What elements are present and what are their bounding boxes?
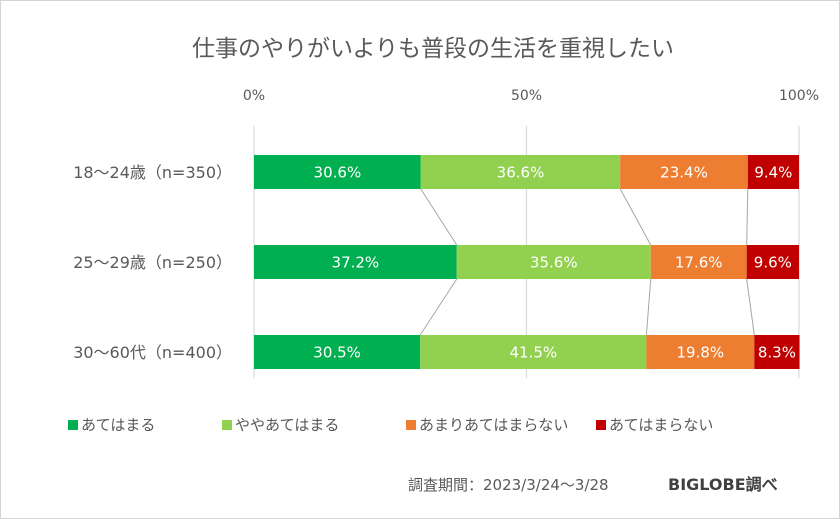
series-line xyxy=(419,278,458,336)
data-label: 37.2% xyxy=(332,254,380,272)
data-label: 19.8% xyxy=(677,344,725,362)
data-label: 9.6% xyxy=(754,254,792,272)
x-tick-label: 50% xyxy=(511,88,542,104)
x-tick-label: 0% xyxy=(243,88,265,104)
survey-period: 調査期間：2023/3/24〜3/28 xyxy=(408,476,609,494)
data-label: 17.6% xyxy=(675,254,723,272)
legend-swatch xyxy=(596,420,606,430)
legend-label: ややあてはまる xyxy=(235,416,339,434)
bar-segment xyxy=(254,155,421,189)
series-line xyxy=(420,188,458,246)
bar-segment xyxy=(420,335,647,369)
bar-segment xyxy=(456,245,651,279)
legend-swatch xyxy=(222,420,232,430)
category-labels: 18〜24歳（n=350） 25〜29歳（n=250） 30〜60代（n=400） xyxy=(73,163,232,362)
data-label: 41.5% xyxy=(509,344,557,362)
legend-label: あてはまる xyxy=(81,416,155,434)
data-label: 9.4% xyxy=(754,164,792,182)
bar-segment xyxy=(254,335,421,369)
bar-segment xyxy=(254,245,457,279)
bar-segment xyxy=(646,335,755,369)
bar-segment xyxy=(754,335,800,369)
category-label: 30〜60代（n=400） xyxy=(73,343,232,362)
series-line xyxy=(746,188,749,246)
data-label: 30.6% xyxy=(314,164,362,182)
data-label: 35.6% xyxy=(530,254,578,272)
series-lines xyxy=(419,188,755,336)
legend-label: あまりあてはまらない xyxy=(419,416,568,434)
chart-title: 仕事のやりがいよりも普段の生活を重視したい xyxy=(192,36,674,62)
x-tick-label: 100% xyxy=(779,88,819,104)
data-label: 30.5% xyxy=(313,344,361,362)
series-line xyxy=(619,188,652,246)
source-credit: BIGLOBE調べ xyxy=(668,475,778,494)
bars: 30.6% 36.6% 23.4% 9.4% 37.2% 35.6% 17.6% 9.6% 30… xyxy=(254,155,800,369)
data-label: 8.3% xyxy=(758,344,796,362)
data-label: 36.6% xyxy=(497,164,545,182)
category-label: 18〜24歳（n=350） xyxy=(73,163,232,182)
bar-segment xyxy=(746,245,799,279)
series-line xyxy=(746,278,755,336)
data-label: 23.4% xyxy=(660,164,708,182)
bar-segment xyxy=(747,155,799,189)
bar-segment xyxy=(650,245,747,279)
legend-label: あてはまらない xyxy=(609,416,713,434)
legend-swatch xyxy=(68,420,78,430)
bar-segment xyxy=(420,155,621,189)
legend: あてはまる ややあてはまる あまりあてはまらない あてはまらない xyxy=(68,416,713,434)
category-label: 25〜29歳（n=250） xyxy=(73,253,232,272)
legend-swatch xyxy=(406,420,416,430)
series-line xyxy=(645,278,652,336)
x-axis-ticks: 0% 50% 100% xyxy=(243,88,819,104)
bar-segment xyxy=(620,155,748,189)
